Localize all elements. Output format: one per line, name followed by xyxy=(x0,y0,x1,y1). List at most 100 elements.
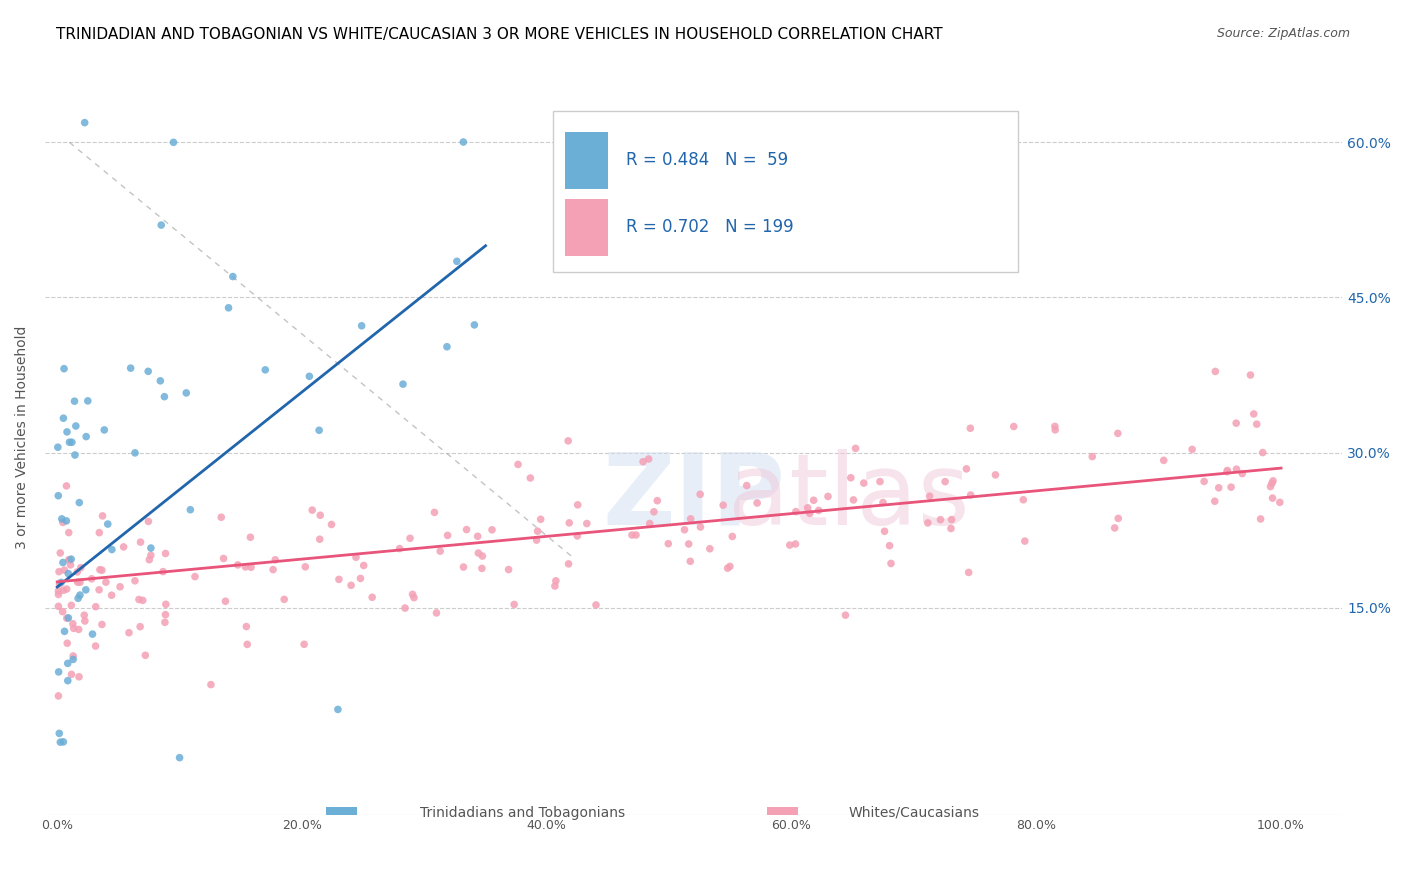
Point xyxy=(60,667,83,681)
Point xyxy=(155,597,177,611)
Point xyxy=(89,563,111,577)
Point xyxy=(63,448,86,462)
Point xyxy=(91,508,114,523)
Point xyxy=(1220,480,1243,494)
FancyBboxPatch shape xyxy=(565,199,607,256)
Point xyxy=(1239,368,1261,382)
Point xyxy=(340,578,363,592)
Point xyxy=(558,516,581,530)
Point xyxy=(82,627,104,641)
Point xyxy=(58,566,80,581)
Point xyxy=(1107,511,1129,525)
Point xyxy=(179,502,201,516)
Point xyxy=(58,553,80,567)
Point xyxy=(108,580,131,594)
FancyBboxPatch shape xyxy=(326,807,357,830)
Point xyxy=(429,544,451,558)
Point xyxy=(84,599,107,614)
Point xyxy=(423,505,446,519)
Point xyxy=(1043,419,1066,434)
Point xyxy=(52,605,75,619)
Point xyxy=(959,421,981,435)
Point xyxy=(1261,476,1284,491)
Point xyxy=(1014,534,1036,549)
FancyBboxPatch shape xyxy=(553,112,1018,271)
Point xyxy=(353,558,375,573)
Point xyxy=(544,574,567,588)
Point xyxy=(498,562,520,576)
Point xyxy=(49,735,72,749)
Point xyxy=(169,750,191,764)
Point xyxy=(56,657,79,671)
Point xyxy=(239,530,262,544)
Point xyxy=(48,689,70,703)
Point xyxy=(262,563,284,577)
Point xyxy=(69,560,91,574)
Point xyxy=(58,435,80,450)
Point xyxy=(817,490,839,504)
Point xyxy=(48,583,70,598)
Point xyxy=(929,513,952,527)
Point xyxy=(58,525,80,540)
Point xyxy=(58,553,80,567)
Point xyxy=(235,619,257,633)
Point xyxy=(957,566,980,580)
Point xyxy=(124,574,146,588)
Point xyxy=(62,621,84,635)
Point xyxy=(60,552,83,566)
Point xyxy=(637,452,659,467)
Point xyxy=(222,269,245,284)
Point xyxy=(73,614,96,628)
Point xyxy=(1216,463,1239,477)
Point xyxy=(76,393,98,408)
Point xyxy=(1243,407,1265,421)
Point xyxy=(1181,442,1204,457)
Point xyxy=(69,588,91,602)
Point xyxy=(918,489,941,503)
Point xyxy=(52,583,75,598)
Point xyxy=(53,361,76,376)
Point xyxy=(1012,492,1035,507)
Point xyxy=(112,540,135,554)
Point xyxy=(467,529,489,543)
Point xyxy=(678,537,700,551)
Point xyxy=(69,575,91,590)
Point xyxy=(689,520,711,534)
Point xyxy=(308,423,330,437)
Point xyxy=(689,487,711,501)
Point xyxy=(62,616,84,631)
Text: Source: ZipAtlas.com: Source: ZipAtlas.com xyxy=(1216,27,1350,40)
Point xyxy=(349,571,371,585)
Point xyxy=(184,569,207,583)
Point xyxy=(394,601,416,615)
Point xyxy=(467,546,489,560)
Point xyxy=(575,516,598,531)
Point xyxy=(1204,364,1226,378)
Point xyxy=(150,218,173,232)
Point xyxy=(567,529,589,543)
Point xyxy=(1216,465,1239,479)
Point xyxy=(453,560,475,574)
Point xyxy=(292,637,315,651)
Point xyxy=(1246,417,1268,432)
Point xyxy=(785,505,807,519)
Point xyxy=(51,512,73,526)
Point xyxy=(67,591,90,606)
Point xyxy=(53,624,76,639)
Point xyxy=(56,425,79,439)
Point xyxy=(48,577,70,591)
Point xyxy=(138,552,160,566)
Point xyxy=(807,503,830,517)
Point xyxy=(880,557,903,571)
Point xyxy=(446,254,468,268)
Point xyxy=(456,523,478,537)
Point xyxy=(718,559,741,574)
Point xyxy=(129,535,152,549)
Point xyxy=(852,476,875,491)
Point xyxy=(66,575,89,590)
Point xyxy=(67,623,90,637)
Point xyxy=(60,599,83,613)
Point xyxy=(779,538,801,552)
Point xyxy=(52,556,75,570)
Point xyxy=(463,318,485,332)
